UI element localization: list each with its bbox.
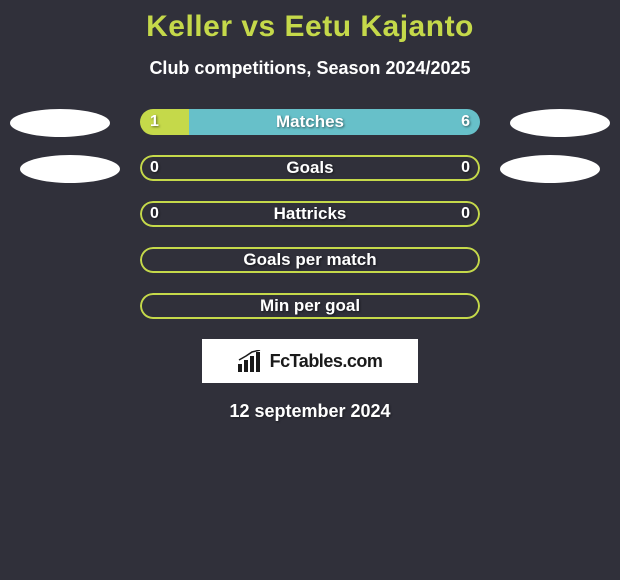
subtitle: Club competitions, Season 2024/2025 — [0, 58, 620, 79]
comparison-bars: 1 Matches 6 0 Goals 0 0 Hattricks 0 Goal… — [0, 109, 620, 319]
bar-row: 0 Goals 0 — [140, 155, 480, 181]
bar-row: 0 Hattricks 0 — [140, 201, 480, 227]
bar-label: Matches — [140, 109, 480, 135]
bar-row: Goals per match — [140, 247, 480, 273]
marker-right-2 — [500, 155, 600, 183]
bar-value-right — [460, 247, 480, 273]
bar-value-right — [460, 293, 480, 319]
page-title: Keller vs Eetu Kajanto — [0, 0, 620, 44]
bar-label: Goals — [140, 155, 480, 181]
chart-icon — [238, 350, 264, 372]
date-stamp: 12 september 2024 — [0, 401, 620, 422]
brand-text: FcTables.com — [270, 351, 383, 372]
bar-value-right: 0 — [451, 155, 480, 181]
marker-right-1 — [510, 109, 610, 137]
bar-value-right: 0 — [451, 201, 480, 227]
bar-row: 1 Matches 6 — [140, 109, 480, 135]
bar-label: Goals per match — [140, 247, 480, 273]
marker-left-1 — [10, 109, 110, 137]
marker-left-2 — [20, 155, 120, 183]
bar-label: Min per goal — [140, 293, 480, 319]
brand-box: FcTables.com — [202, 339, 418, 383]
bar-value-right: 6 — [451, 109, 480, 135]
bar-label: Hattricks — [140, 201, 480, 227]
bar-row: Min per goal — [140, 293, 480, 319]
